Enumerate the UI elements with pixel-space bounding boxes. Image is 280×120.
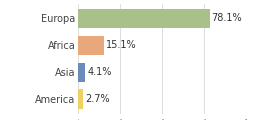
Text: 15.1%: 15.1% bbox=[106, 40, 136, 50]
Text: 2.7%: 2.7% bbox=[85, 94, 109, 104]
Bar bbox=[78, 36, 104, 55]
Bar bbox=[78, 90, 83, 109]
Bar bbox=[78, 9, 210, 28]
Bar bbox=[78, 63, 85, 82]
Text: 78.1%: 78.1% bbox=[212, 13, 242, 23]
Text: 4.1%: 4.1% bbox=[87, 67, 112, 77]
